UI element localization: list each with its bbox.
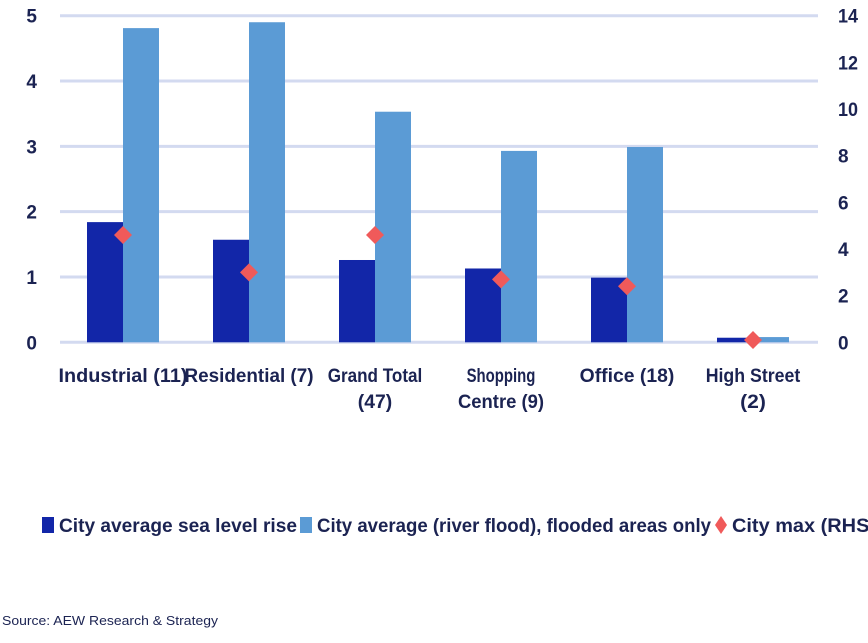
x-tick-label: (47) (358, 392, 392, 413)
x-tick-label: Residential (7) (185, 366, 314, 387)
right-tick-label: 10 (838, 100, 858, 121)
right-tick-label: 12 (838, 53, 858, 74)
bar-river-flood (501, 150, 537, 343)
left-tick-label: 0 (26, 333, 37, 354)
bar-river-flood (753, 337, 789, 343)
left-tick-label: 3 (26, 137, 37, 158)
bar-sea-level (87, 222, 123, 343)
legend-label: City average sea level rise (59, 516, 297, 537)
right-tick-label: 2 (838, 287, 849, 308)
x-tick-label: High Street (706, 366, 801, 387)
legend-label: City average (river flood), flooded area… (317, 516, 711, 537)
bar-river-flood (375, 111, 411, 343)
legend-diamond-icon (715, 516, 727, 534)
bar-sea-level (717, 337, 753, 343)
marker-city-max (114, 225, 132, 244)
marker-city-max (366, 225, 384, 244)
left-tick-label: 4 (26, 72, 37, 93)
bar-river-flood (627, 146, 663, 343)
right-tick-label: 8 (838, 147, 849, 168)
right-tick-label: 0 (838, 333, 849, 354)
legend-swatch (300, 517, 312, 533)
x-tick-label: Industrial (11) (59, 366, 188, 387)
legend-label: City max (RHS) (732, 516, 868, 537)
x-tick-label: Centre (9) (458, 392, 544, 413)
x-tick-label: Grand Total (328, 366, 423, 387)
markers (114, 225, 762, 349)
right-tick-label: 6 (838, 193, 849, 214)
left-tick-label: 1 (26, 268, 37, 289)
gridlines (60, 14, 818, 344)
x-tick-label: Office (18) (580, 366, 675, 387)
x-tick-label: Shopping (467, 366, 536, 387)
marker-city-max (492, 270, 510, 289)
bar-river-flood (249, 22, 285, 343)
legend: City average sea level rise City average … (42, 516, 868, 537)
right-tick-label: 14 (838, 7, 858, 28)
left-axis-ticks: 0 1 2 3 4 5 (26, 7, 37, 355)
source-note: Source: AEW Research & Strategy (2, 613, 219, 628)
bar-sea-level (339, 259, 375, 343)
x-axis-labels: Industrial (11)Residential (7) Grand Tota… (59, 366, 801, 413)
bars (87, 22, 789, 343)
bar-river-flood (123, 28, 159, 343)
x-tick-label: (2) (740, 392, 766, 413)
marker-city-max (240, 263, 258, 282)
right-tick-label: 4 (838, 240, 849, 261)
left-tick-label: 5 (26, 7, 37, 28)
marker-city-max (618, 277, 636, 296)
left-tick-label: 2 (26, 203, 37, 224)
marker-city-max (744, 330, 762, 349)
right-axis-ticks: 0 2 4 6 8 10 12 14 (838, 7, 858, 355)
bar-sea-level (213, 239, 249, 343)
legend-swatch (42, 517, 54, 533)
